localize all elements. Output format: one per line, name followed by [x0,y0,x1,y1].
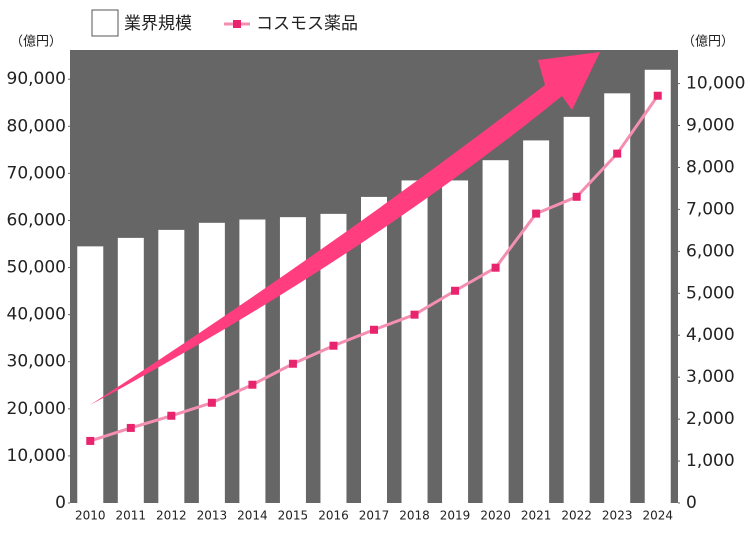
bar [198,222,225,503]
legend: 業界規模 コスモス薬品 [91,9,358,37]
x-tick-label: 2012 [156,509,187,523]
y2-tick-label: 2,000 [686,409,735,429]
bar [563,116,590,503]
x-tick-label: 2015 [278,509,309,523]
bar [361,196,387,503]
legend-marker [233,20,241,28]
marker [167,411,176,420]
x-tick-label: 2018 [399,509,430,523]
bar [158,229,185,503]
x-tick-label: 2014 [237,509,268,523]
y2-tick-label: 4,000 [686,325,735,345]
y2-tick-label: 8,000 [686,157,735,177]
y-tick-label: 90,000 [7,69,66,89]
bar [644,69,671,503]
y2-tick-label: 6,000 [686,241,735,261]
y-tick-label: 30,000 [7,352,66,372]
x-tick-label: 2020 [480,509,511,523]
bar [77,246,104,503]
bar [442,180,469,504]
y2-tick-label: 5,000 [686,283,735,303]
x-tick-label: 2013 [197,509,228,523]
y2-unit: （億円） [682,34,734,50]
marker [572,192,581,201]
marker [370,325,378,334]
bar [117,237,144,503]
x-tick-label: 2023 [602,509,633,523]
x-tick-label: 2019 [440,509,471,523]
x-tick-label: 2021 [521,509,552,523]
y-tick-label: 20,000 [7,399,66,419]
marker [491,263,500,272]
marker [86,436,95,445]
trend-arrow [90,52,600,405]
legend-swatch [91,9,119,37]
marker [410,310,419,319]
bar [482,160,509,503]
marker [532,209,541,218]
marker [451,286,460,295]
y-tick-label: 40,000 [7,305,66,325]
marker [248,380,257,389]
y2-tick-label: 10,000 [686,74,745,94]
marker [207,398,216,407]
marker [653,91,662,100]
y2-tick-label: 9,000 [686,116,735,136]
x-tick-label: 2010 [75,509,106,523]
y2-tick-label: 0 [686,493,697,513]
x-tick-label: 2022 [561,509,592,523]
marker [126,423,135,432]
y2-tick-label: 1,000 [686,451,735,471]
legend-label: 業界規模 [124,14,192,34]
y-tick-label: 10,000 [7,446,66,466]
bar [239,219,266,503]
legend-label: コスモス薬品 [256,14,358,34]
y-tick-label: 60,000 [7,210,66,230]
y-unit: （億円） [10,34,62,50]
y-tick-label: 80,000 [7,116,66,136]
marker [288,359,297,368]
marker [613,149,622,158]
y-tick-label: 50,000 [7,258,66,278]
y2-tick-label: 3,000 [686,367,735,387]
bar [401,180,428,504]
y-tick-label: 0 [55,493,66,513]
bar [523,140,550,504]
x-tick-label: 2016 [318,509,349,523]
marker [329,341,338,350]
y2-tick-label: 7,000 [686,199,735,219]
x-tick-label: 2017 [359,509,390,523]
y-tick-label: 70,000 [7,163,66,183]
x-tick-label: 2011 [116,509,147,523]
x-tick-label: 2024 [642,509,673,523]
